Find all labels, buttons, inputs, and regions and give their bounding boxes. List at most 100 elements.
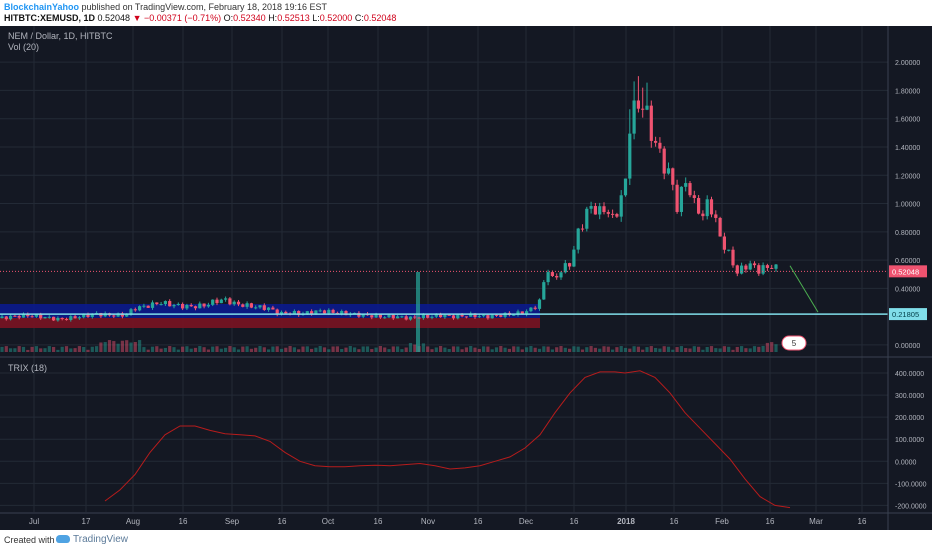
x-tick-label: Mar xyxy=(809,517,823,526)
candle-body xyxy=(327,309,331,314)
candle-body xyxy=(460,314,464,317)
volume-bar xyxy=(168,346,172,352)
candle-body xyxy=(322,310,327,314)
volume-bar xyxy=(383,347,387,352)
volume-bar xyxy=(516,346,520,352)
candle-body xyxy=(189,304,193,307)
candle-body xyxy=(17,315,21,318)
x-tick-label: 16 xyxy=(858,517,867,526)
candle-body xyxy=(82,314,86,318)
candle-body xyxy=(387,314,391,318)
red-zone xyxy=(0,318,540,328)
candle-body xyxy=(555,275,559,278)
volume-bar xyxy=(215,346,219,352)
volume-bar xyxy=(125,340,129,352)
candle-body xyxy=(434,314,438,317)
candle-body xyxy=(632,100,636,134)
current-price-tag-label: 0.52048 xyxy=(892,267,919,276)
volume-bar xyxy=(232,347,236,352)
volume-bar xyxy=(580,349,585,352)
candle-body xyxy=(275,309,279,315)
candle-body xyxy=(503,312,507,317)
candle-body xyxy=(215,299,219,304)
candle-body xyxy=(232,301,236,305)
candle-body xyxy=(155,302,159,305)
volume-bar xyxy=(675,347,679,352)
candle-body xyxy=(133,309,137,311)
candle-body xyxy=(310,311,314,315)
candle-body xyxy=(292,310,296,314)
candle-body xyxy=(748,263,752,270)
open-label: O: xyxy=(223,13,234,23)
volume-bar xyxy=(249,348,253,352)
volume-bar xyxy=(684,348,688,352)
volume-bar xyxy=(26,349,30,352)
close-value: 0.52048 xyxy=(363,13,397,23)
volume-bar xyxy=(82,346,86,352)
candle-body xyxy=(477,316,481,318)
close-label: C: xyxy=(354,13,364,23)
candle-body xyxy=(443,314,447,318)
candle-body xyxy=(697,198,701,214)
volume-bar xyxy=(17,346,21,352)
candle-body xyxy=(572,249,576,267)
volume-bar xyxy=(636,346,640,352)
volume-bar xyxy=(486,346,490,352)
candle-body xyxy=(4,316,8,320)
candle-body xyxy=(193,306,198,309)
candle-body xyxy=(684,183,688,187)
volume-bar xyxy=(396,346,400,352)
candle-body xyxy=(439,314,443,318)
candle-body xyxy=(451,315,456,319)
volume-bar xyxy=(434,347,438,352)
x-tick-label: 16 xyxy=(670,517,679,526)
volume-bar xyxy=(176,349,180,352)
author-link[interactable]: BlockchainYahoo xyxy=(4,2,80,12)
volume-bar xyxy=(365,346,370,352)
candle-body xyxy=(378,314,382,318)
x-tick-label: 16 xyxy=(570,517,579,526)
volume-bar xyxy=(0,346,4,352)
volume-bar xyxy=(198,346,202,352)
volume-bar xyxy=(202,347,206,352)
trix-tick-label: -200.0000 xyxy=(895,503,927,510)
candle-body xyxy=(701,213,705,217)
candle-body xyxy=(56,317,60,321)
volume-bar xyxy=(301,346,305,352)
candle-body xyxy=(344,311,348,316)
volume-bar xyxy=(464,347,468,352)
volume-bar xyxy=(752,346,757,352)
candle-body xyxy=(267,307,271,310)
event-badge-count: 5 xyxy=(792,339,797,348)
price-tick-label: 2.00000 xyxy=(895,60,920,67)
chart-canvas[interactable]: 0.52048 0.21805 5 Jul 17 Aug 16 Sep 16 Oct 16 Nov 1… xyxy=(0,26,932,530)
volume-bar xyxy=(572,346,576,352)
candle-body xyxy=(542,282,546,300)
projection-arrow xyxy=(789,265,819,313)
volume-bar xyxy=(430,349,434,352)
overlays: 0.52048 0.21805 5 xyxy=(0,265,927,351)
volume-bar xyxy=(714,348,718,352)
volume-bar xyxy=(245,346,249,352)
volume-bar xyxy=(602,346,606,352)
candle-body xyxy=(662,148,666,174)
candle-body xyxy=(52,316,56,321)
volume-bar xyxy=(318,346,322,352)
volume-bar xyxy=(542,346,546,352)
candle-body xyxy=(525,311,529,315)
candle-body xyxy=(69,316,73,320)
candle-body xyxy=(722,236,726,250)
tradingview-logo[interactable]: TradingView xyxy=(56,534,128,545)
price-tick-label: 1.80000 xyxy=(895,88,920,95)
candle-body xyxy=(86,314,90,317)
candle-body xyxy=(116,313,120,317)
volume-bar xyxy=(327,349,331,352)
candle-body xyxy=(0,316,4,319)
volume-bar xyxy=(159,348,163,352)
candle-body xyxy=(740,265,744,274)
candle-body xyxy=(417,317,421,319)
candle-body xyxy=(185,304,189,309)
candle-body xyxy=(765,265,769,268)
volume-bar xyxy=(224,347,228,352)
volume-bar xyxy=(469,346,473,352)
